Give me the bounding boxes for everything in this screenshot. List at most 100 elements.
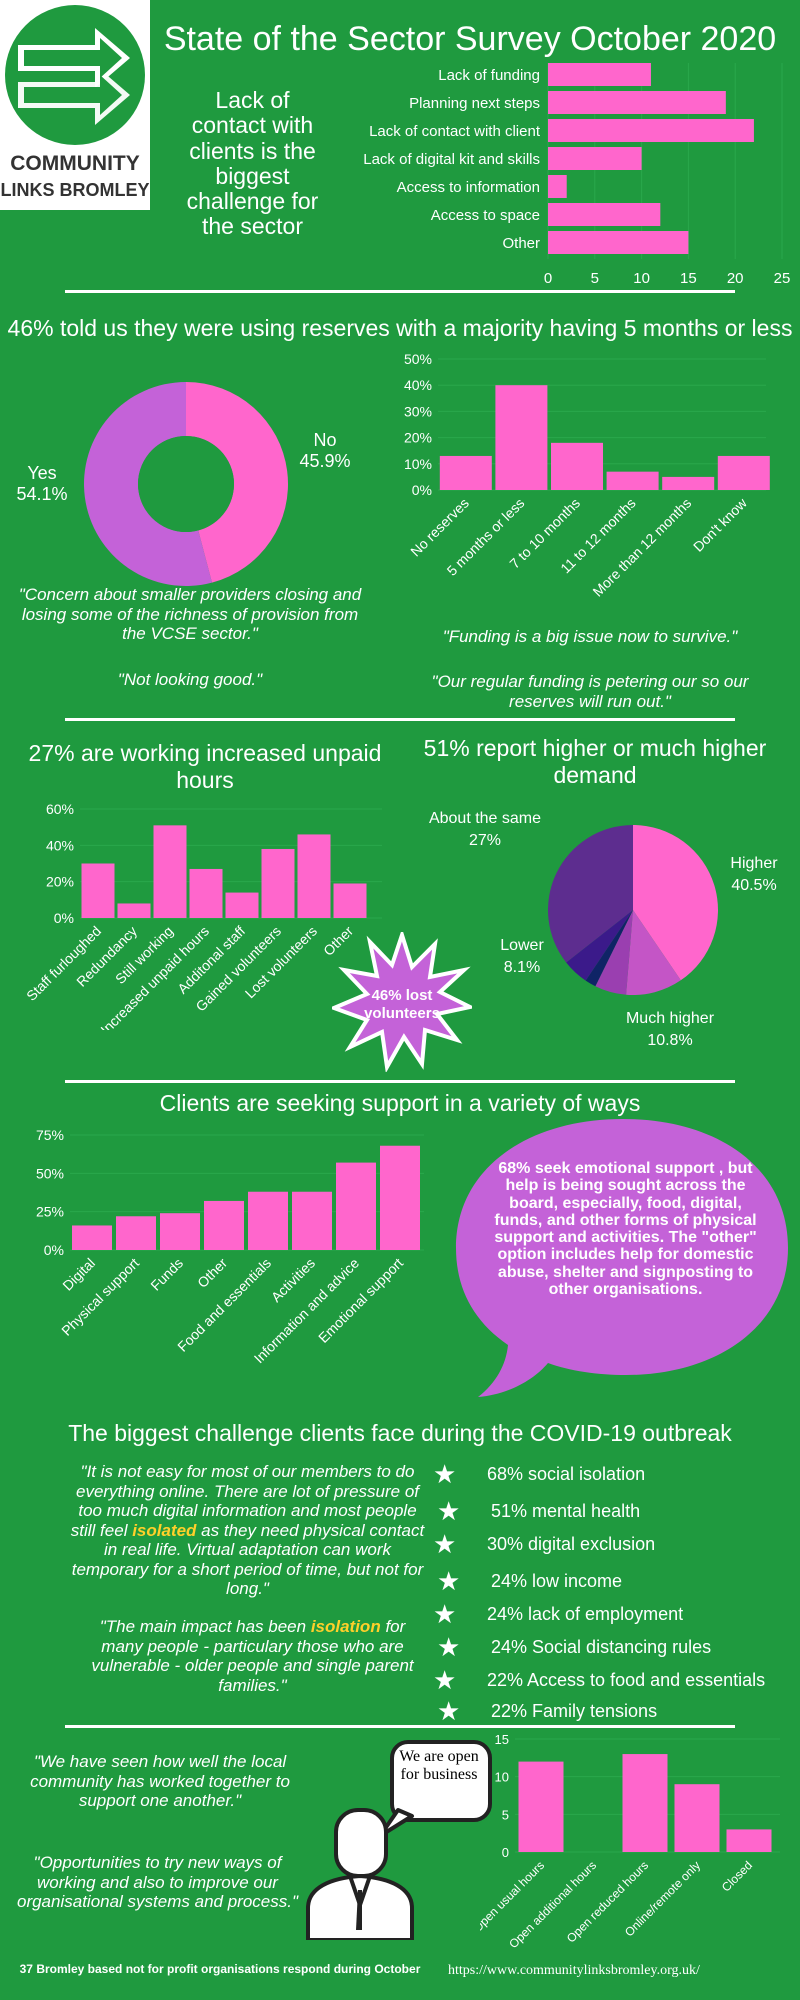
- category-label: Funds: [147, 1255, 186, 1294]
- donut-yes-value: 54.1%: [16, 484, 68, 504]
- burst-text-line1: 46% lost: [372, 987, 433, 1004]
- stat-label: 24% lack of employment: [487, 1603, 684, 1624]
- bar: [662, 476, 715, 490]
- x-tick-label: 20: [727, 270, 744, 287]
- stat-item: ★ 22% Family tensions: [437, 1697, 657, 1725]
- bar: [548, 91, 726, 114]
- bar: [81, 863, 115, 918]
- stat-label: 24% low income: [491, 1570, 623, 1591]
- donut-no-value: 45.9%: [299, 451, 351, 471]
- bar: [225, 892, 259, 918]
- stat-item: ★ 24% Social distancing rules: [437, 1633, 711, 1661]
- support-heading: Clients are seeking support in a variety…: [159, 1090, 641, 1116]
- bar: [297, 834, 331, 918]
- bar: [518, 1761, 564, 1852]
- donut-slice: [84, 382, 212, 586]
- stat-label: 22% Access to food and essentials: [487, 1669, 766, 1690]
- pie-slice: [633, 825, 718, 981]
- much-higher-value: 10.8%: [647, 1032, 693, 1050]
- x-tick-label: 10: [633, 270, 650, 287]
- quote1-highlight: isolated: [132, 1520, 197, 1540]
- reserves-quote-4: "Our regular funding is petering our so …: [431, 672, 749, 711]
- category-label: Lack of funding: [438, 67, 540, 84]
- category-label: Lack of contact with client: [369, 123, 541, 140]
- category-label: Open additional hours: [506, 1858, 599, 1951]
- pie-slice: [585, 910, 633, 987]
- star-icon: ★: [433, 1459, 457, 1489]
- reserves-heading: 46% told us they were using reserves wit…: [7, 315, 793, 341]
- quote1-text-b: as they need physical contact in real li…: [71, 1520, 425, 1599]
- y-tick-label: 0%: [44, 1242, 64, 1258]
- star-icon: ★: [433, 1665, 457, 1695]
- higher-value: 40.5%: [731, 877, 777, 895]
- divider: [65, 1080, 735, 1083]
- bar: [248, 1191, 288, 1250]
- y-tick-label: 5: [502, 1807, 509, 1822]
- y-tick-label: 15: [495, 1732, 509, 1747]
- much-higher-label: Much higher: [625, 1010, 715, 1027]
- quote1-text-a: "It is not easy for most of our members …: [70, 1462, 420, 1540]
- category-label: Access to space: [431, 207, 540, 224]
- donut-slice: [186, 382, 289, 583]
- divider: [65, 1725, 735, 1728]
- speech-bubble-text: 68% seek emotional support , but help is…: [494, 1160, 757, 1298]
- challenge-heading: The biggest challenge clients face durin…: [68, 1420, 732, 1446]
- demand-about-label: About the same 27%: [405, 808, 565, 853]
- star-icon: ★: [437, 1696, 461, 1726]
- bar: [606, 471, 659, 490]
- stat-label: 30% digital exclusion: [487, 1533, 656, 1554]
- person-illustration: [306, 1740, 492, 1940]
- y-tick-label: 10: [495, 1770, 509, 1785]
- bar: [548, 147, 642, 170]
- quote2-highlight: isolation: [310, 1617, 381, 1636]
- star-icon: ★: [437, 1496, 461, 1526]
- y-tick-label: 40%: [46, 837, 74, 853]
- bar: [292, 1191, 332, 1250]
- bar: [495, 385, 548, 490]
- y-tick-label: 30%: [404, 403, 432, 419]
- bar: [439, 455, 492, 490]
- divider: [65, 718, 735, 721]
- higher-label: Higher: [730, 855, 778, 872]
- bar: [204, 1200, 244, 1250]
- stat-item: ★ 22% Access to food and essentials: [433, 1666, 765, 1694]
- bar: [548, 175, 567, 198]
- x-tick-label: 25: [774, 270, 791, 287]
- x-tick-label: 0: [544, 270, 552, 287]
- category-label: Access to information: [397, 179, 540, 196]
- donut-no-label: No 45.9%: [295, 430, 355, 472]
- bar: [117, 903, 151, 918]
- bar: [333, 883, 367, 918]
- y-tick-label: 0%: [54, 910, 74, 926]
- bar: [726, 1829, 772, 1852]
- x-tick-label: 15: [680, 270, 697, 287]
- donut-yes-label: Yes 54.1%: [12, 463, 72, 505]
- demand-higher-label: Higher 40.5%: [722, 853, 786, 898]
- speech-label: We are open for business: [399, 1748, 479, 1783]
- logo-line1: COMMUNITY: [10, 152, 140, 175]
- bar: [674, 1784, 720, 1852]
- y-tick-label: 20%: [404, 430, 432, 446]
- category-label: Emotional support: [315, 1255, 406, 1346]
- y-tick-label: 0%: [412, 482, 432, 498]
- logo-line2: LINKS BROMLEY: [0, 180, 150, 200]
- category-label: Digital: [59, 1255, 98, 1294]
- reserves-donut-chart: [84, 382, 289, 586]
- category-label: Lack of digital kit and skills: [363, 151, 540, 168]
- y-tick-label: 40%: [404, 377, 432, 393]
- footer-url[interactable]: https://www.communitylinksbromley.org.uk…: [448, 1963, 700, 1978]
- bar: [551, 442, 603, 490]
- reserves-quote-1: "Concern about smaller providers closing…: [18, 585, 362, 644]
- category-label: Other: [194, 1255, 230, 1291]
- y-tick-label: 75%: [36, 1127, 64, 1143]
- reserves-quote-3: "Funding is a big issue now to survive.": [442, 627, 738, 646]
- stat-label: 22% Family tensions: [491, 1700, 658, 1721]
- y-tick-label: 10%: [404, 456, 432, 472]
- reserves-quote-2: "Not looking good.": [117, 670, 263, 689]
- star-icon: ★: [433, 1599, 457, 1629]
- speech-bubble: [456, 1119, 788, 1397]
- bar: [548, 119, 754, 142]
- pie-slice: [566, 910, 633, 981]
- demand-lower-label: Lower 8.1%: [492, 935, 552, 980]
